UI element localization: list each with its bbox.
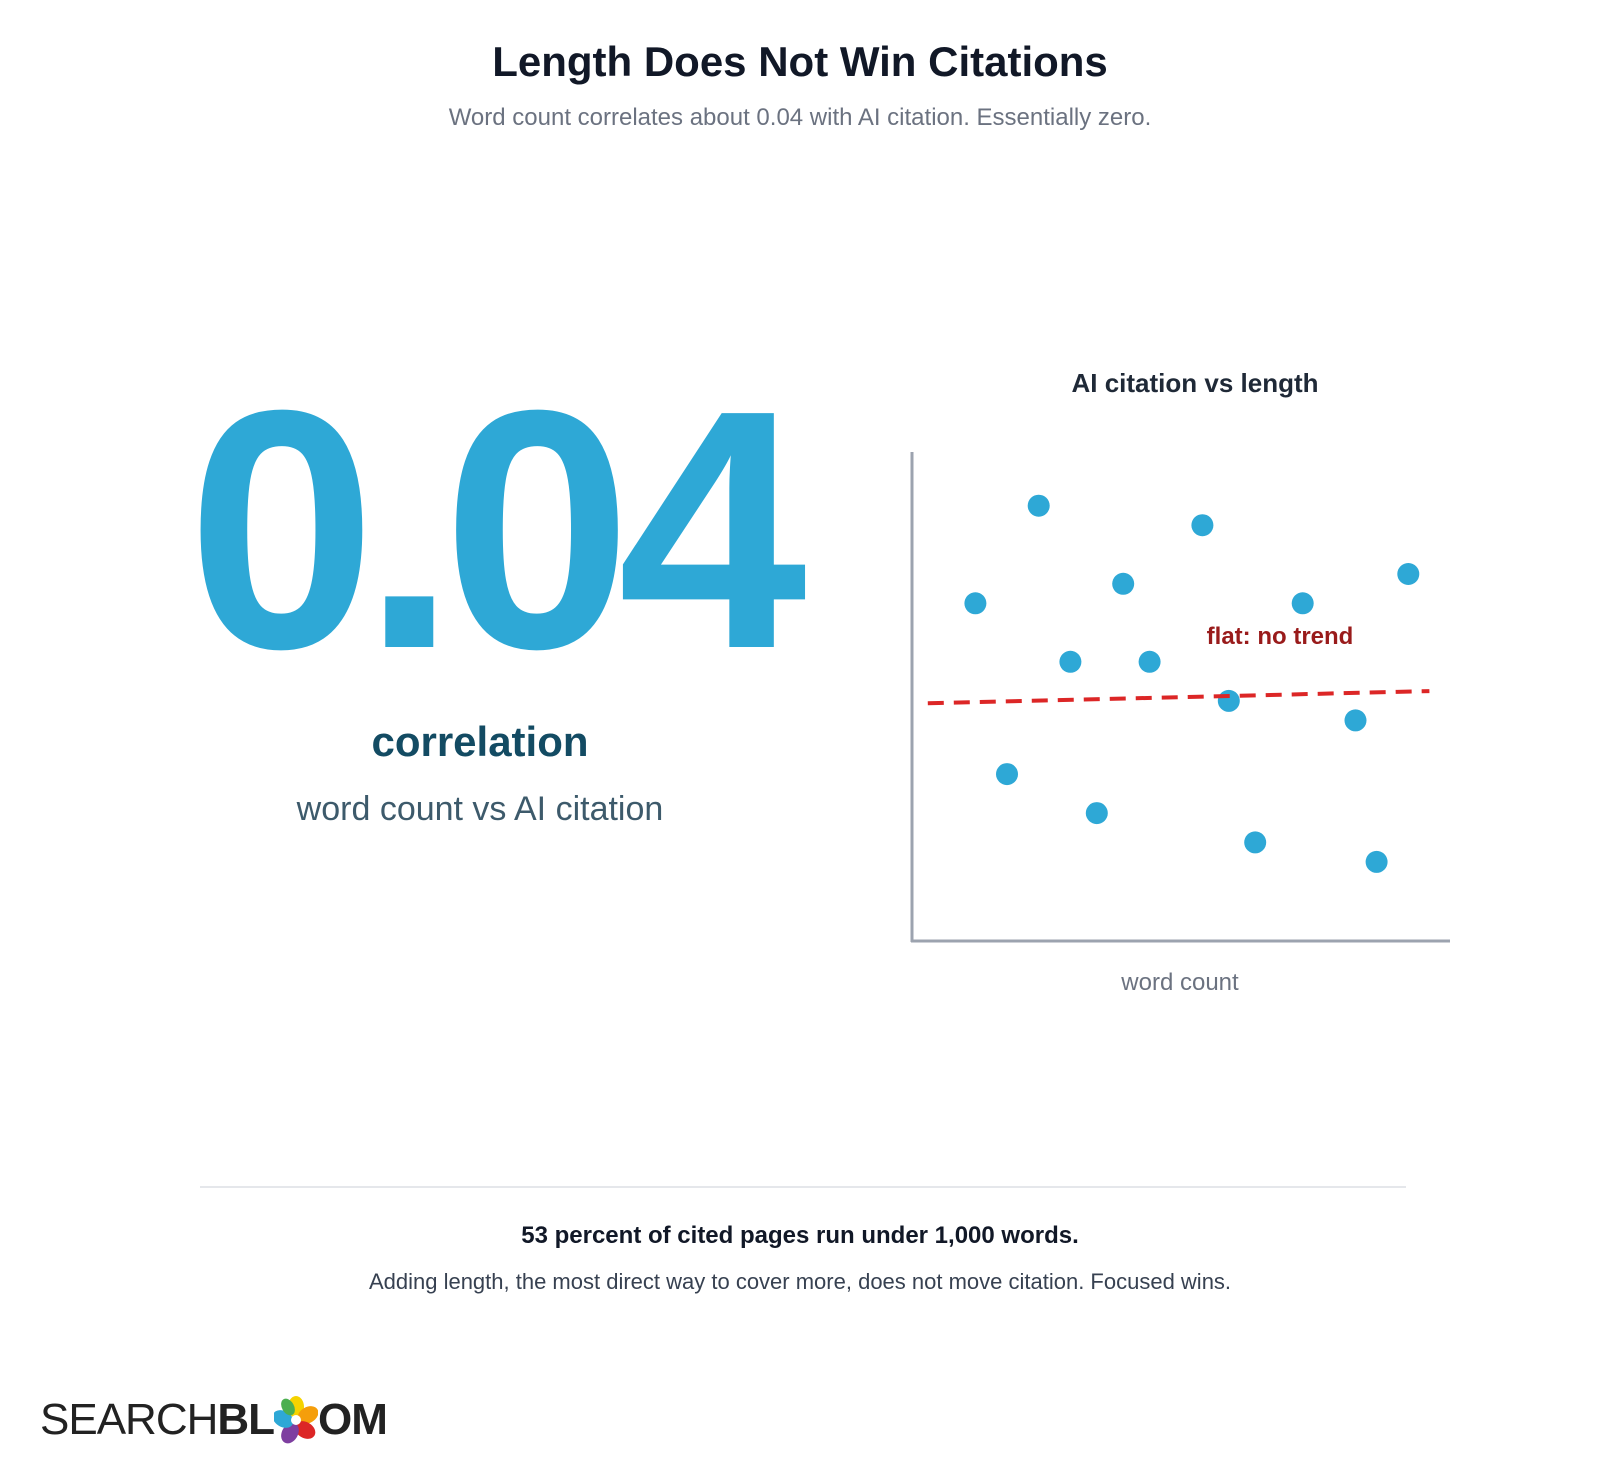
logo-text-search: SEARCH <box>40 1395 218 1444</box>
scatter-point-12 <box>1344 709 1367 732</box>
trend-label: flat: no trend <box>1207 623 1354 650</box>
footer-text: Adding length, the most direct way to co… <box>368 1269 1232 1294</box>
trend-line <box>927 689 1430 706</box>
scatter-chart: AI citation vs length flat: no trend wor… <box>910 368 1450 996</box>
scatter-points <box>964 494 1420 873</box>
scatter-point-6 <box>1085 802 1108 825</box>
page-subtitle: Word count correlates about 0.04 with AI… <box>448 104 1152 131</box>
x-axis-label: word count <box>1120 969 1239 996</box>
correlation-value: 0.04 <box>187 340 807 720</box>
correlation-label: correlation <box>371 718 589 765</box>
scatter-point-11 <box>1291 592 1314 615</box>
scatter-point-4 <box>1059 650 1082 673</box>
page-title: Length Does Not Win Citations <box>492 38 1108 85</box>
scatter-point-3 <box>996 763 1018 786</box>
scatter-point-2 <box>1027 494 1050 517</box>
footer-headline: 53 percent of cited pages run under 1,00… <box>521 1222 1079 1249</box>
scatter-point-13 <box>1365 850 1388 873</box>
scatter-point-10 <box>1244 831 1267 854</box>
scatter-point-9 <box>1217 689 1240 712</box>
scatter-point-7 <box>1138 650 1161 673</box>
logo-text-om: OM <box>318 1395 388 1444</box>
scatter-point-5 <box>1112 572 1135 595</box>
flower-icon <box>274 1396 319 1444</box>
searchbloom-logo: SEARCH BL OM <box>40 1390 388 1450</box>
chart-title: AI citation vs length <box>1071 368 1318 398</box>
correlation-sublabel: word count vs AI citation <box>296 790 664 828</box>
logo-text-bl: BL <box>217 1395 275 1444</box>
scatter-point-8 <box>1191 514 1214 537</box>
scatter-point-1 <box>964 592 987 615</box>
scatter-point-14 <box>1397 563 1420 585</box>
divider <box>200 1186 1406 1188</box>
